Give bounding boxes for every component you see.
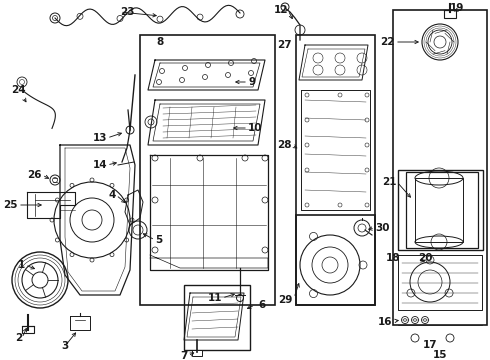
Text: 10: 10: [248, 123, 263, 133]
Bar: [444, 10, 456, 18]
Text: 27: 27: [277, 40, 292, 50]
Text: 23: 23: [120, 7, 134, 17]
Text: 6: 6: [258, 300, 265, 310]
Text: 25: 25: [3, 200, 18, 210]
Bar: [22, 326, 34, 333]
Bar: [296, 35, 375, 305]
Bar: [296, 215, 375, 305]
Text: 15: 15: [433, 350, 447, 360]
Text: 5: 5: [155, 235, 162, 245]
Text: 4: 4: [109, 190, 116, 200]
Text: 12: 12: [273, 5, 288, 15]
Text: 11: 11: [207, 293, 222, 303]
Bar: [415, 178, 463, 242]
Text: 18: 18: [386, 253, 400, 263]
Text: 13: 13: [93, 133, 107, 143]
Text: 28: 28: [277, 140, 292, 150]
Text: 29: 29: [278, 295, 292, 305]
Text: 24: 24: [11, 85, 25, 95]
Bar: [406, 172, 478, 248]
Text: 14: 14: [93, 160, 107, 170]
Text: 3: 3: [61, 341, 69, 351]
Text: 2: 2: [15, 333, 22, 343]
Text: 16: 16: [377, 317, 392, 327]
Text: 17: 17: [423, 340, 437, 350]
Bar: [184, 285, 250, 350]
Text: 1: 1: [18, 260, 25, 270]
Text: 20: 20: [418, 253, 433, 263]
Text: 19: 19: [450, 3, 465, 13]
Text: 9: 9: [248, 77, 255, 87]
Bar: [140, 35, 275, 305]
Text: 21: 21: [383, 177, 397, 187]
Text: 22: 22: [381, 37, 395, 47]
Text: 7: 7: [181, 351, 188, 360]
Bar: [398, 170, 483, 250]
Bar: [393, 10, 487, 325]
Text: 8: 8: [156, 37, 164, 47]
Bar: [192, 350, 202, 356]
Text: 30: 30: [375, 223, 390, 233]
Text: 26: 26: [27, 170, 42, 180]
